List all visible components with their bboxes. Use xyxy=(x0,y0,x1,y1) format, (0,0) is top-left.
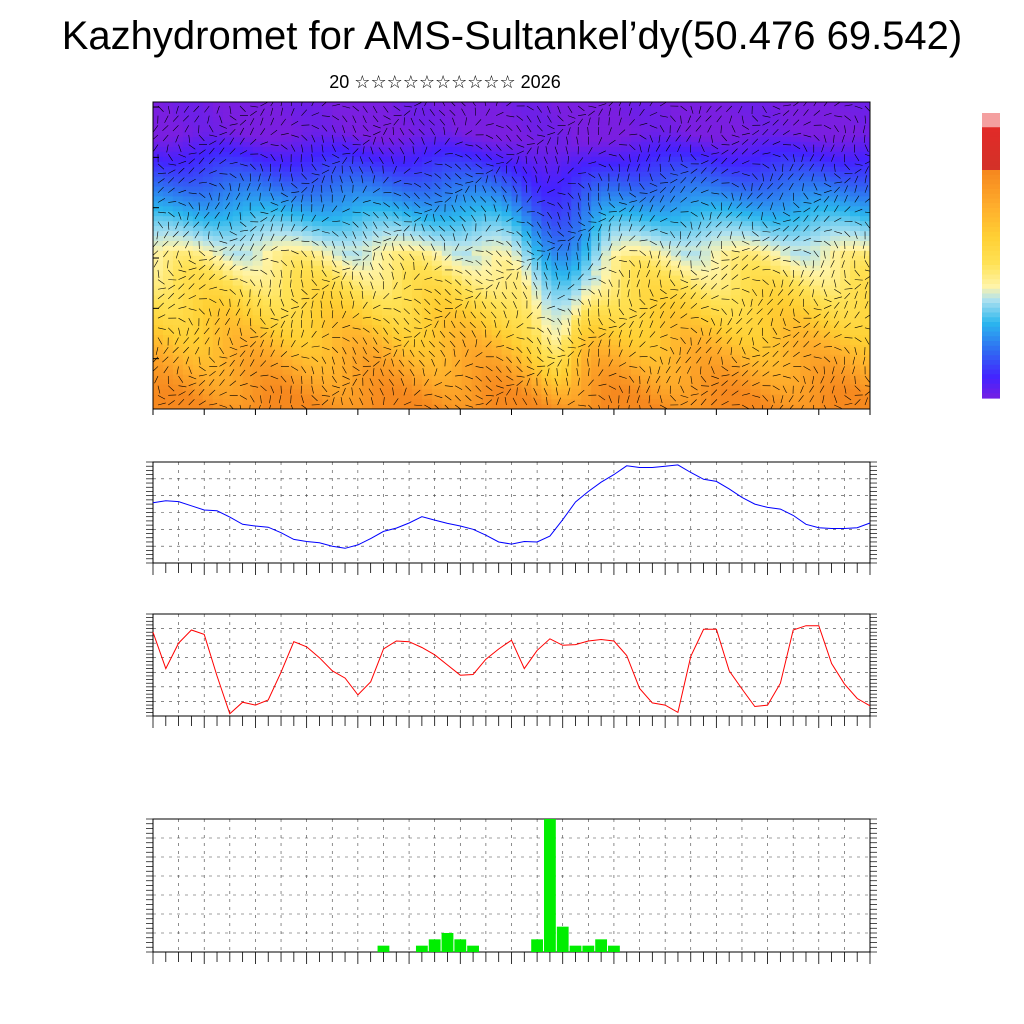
pmsl-minor-ticks xyxy=(146,461,877,564)
precip-bar xyxy=(441,933,454,952)
precip-bar xyxy=(377,945,390,952)
colorbar xyxy=(982,113,1000,399)
precip-panel xyxy=(146,818,877,964)
temp-panel xyxy=(146,613,877,728)
temp-minor-ticks xyxy=(146,613,877,717)
precip-minor-ticks xyxy=(146,818,877,953)
wind-barbs xyxy=(153,102,870,409)
temp-series-line xyxy=(152,625,871,715)
precip-bar xyxy=(582,945,595,952)
precip-bar xyxy=(544,819,556,952)
precip-bar xyxy=(569,945,582,952)
precip-bar xyxy=(415,945,428,952)
precip-bar xyxy=(428,939,441,952)
precip-bar xyxy=(556,926,569,952)
pmsl-series-line xyxy=(152,464,871,549)
precip-bar xyxy=(467,945,479,952)
precip-bar xyxy=(454,939,467,952)
temp-grid xyxy=(152,614,871,716)
cross-section-panel xyxy=(152,101,871,415)
pmsl-panel xyxy=(146,461,877,575)
chart-title: Kazhydromet for AMS-Sultankel’dy(50.476 … xyxy=(61,14,963,58)
precip-bar xyxy=(531,939,544,952)
precip-bar xyxy=(595,939,608,952)
chart-subtitle: 20 ☆☆☆☆☆☆☆☆☆☆ 2026 xyxy=(329,72,561,92)
precip-bar xyxy=(608,945,620,952)
precip-grid xyxy=(152,819,871,952)
pmsl-grid xyxy=(152,462,871,563)
cross-section-field xyxy=(153,102,870,409)
